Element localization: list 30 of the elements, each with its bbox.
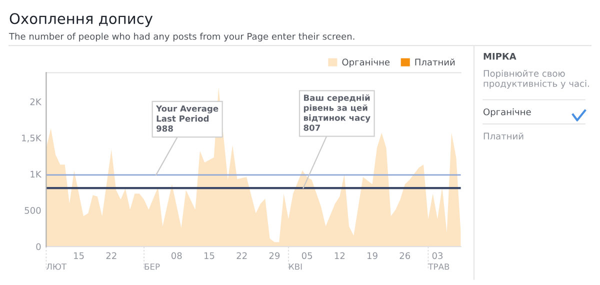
text: Порівнюйте свою продуктивність у часі.	[484, 70, 589, 89]
x-tick-label: 15	[204, 252, 214, 260]
ref-line-label: Your Average Last Period 988	[156, 105, 218, 132]
x-tick-label: 03	[432, 252, 443, 260]
text: ЛЮТ	[46, 264, 67, 270]
text: БЕР	[144, 264, 160, 270]
x-tick-label: 05	[302, 252, 312, 260]
text: МІРКА	[484, 53, 516, 60]
y-tick-label: 500	[24, 207, 41, 214]
chart-subtitle: The number of people who had any posts from your Page enter their screen.	[8, 32, 354, 42]
y-tick-label: 2K	[30, 98, 42, 106]
x-tick-label: 22	[236, 252, 247, 259]
y-tick-label: 1K	[30, 170, 42, 178]
text: КВІ	[289, 264, 302, 270]
legend-label: Органічне	[342, 58, 390, 68]
text: Платний	[484, 132, 524, 140]
text: ТРАВ	[428, 264, 450, 270]
ref-line-label: Ваш середній рівень за цей відтинок часу 807	[304, 94, 370, 131]
x-tick-label: 19	[368, 252, 378, 260]
legend-label: Платний	[415, 58, 455, 66]
y-tick-label: 1,5K	[22, 134, 42, 142]
x-tick-label: 26	[400, 252, 410, 260]
x-tick-label: 29	[269, 252, 280, 260]
x-tick-label: 22	[106, 252, 116, 259]
x-tick-label: 15	[74, 252, 84, 260]
text: Органічне	[484, 108, 531, 118]
x-tick-label: 08	[171, 252, 182, 260]
chart-title: Охоплення допису	[10, 13, 153, 27]
y-tick-label: 0	[36, 243, 41, 250]
x-tick-label: 12	[334, 252, 345, 259]
